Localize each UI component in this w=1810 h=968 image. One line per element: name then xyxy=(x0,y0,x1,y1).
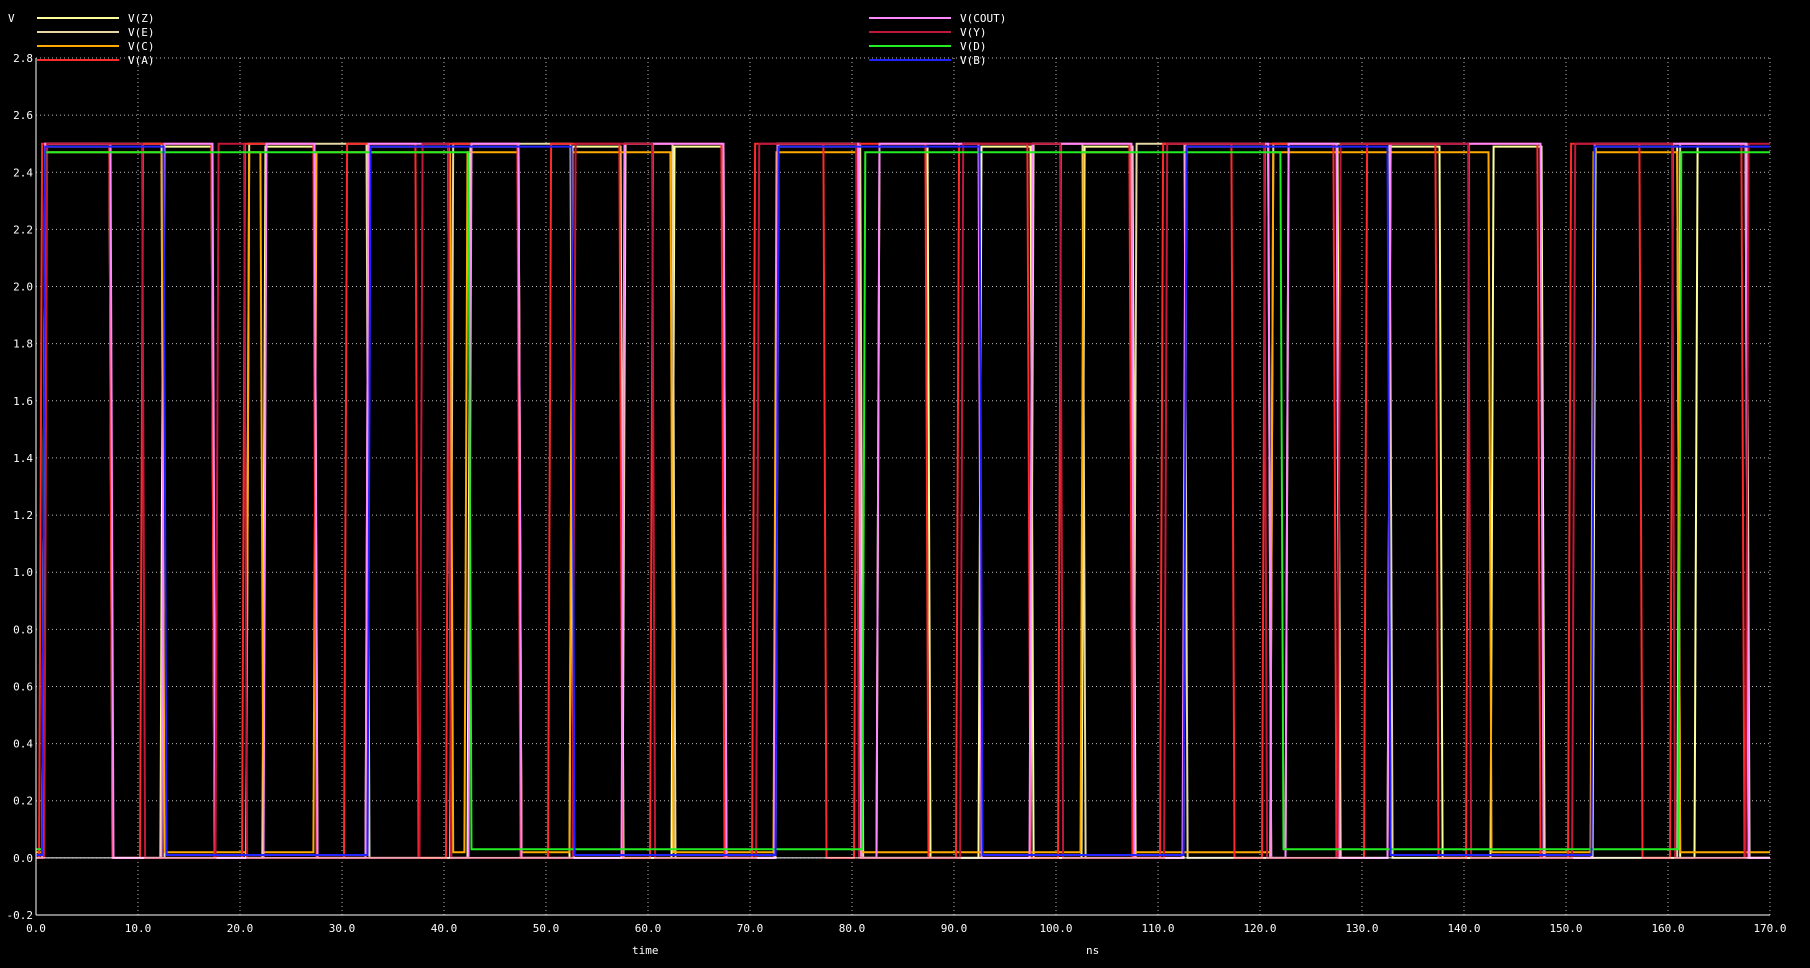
x-tick-label: 100.0 xyxy=(1039,922,1072,935)
y-tick-label: 2.6 xyxy=(13,109,33,122)
x-tick-label: 30.0 xyxy=(329,922,356,935)
x-tick-label: 130.0 xyxy=(1345,922,1378,935)
legend-label-vd: V(D) xyxy=(960,40,987,53)
y-tick-label: -0.2 xyxy=(7,909,34,922)
y-tick-label: 1.2 xyxy=(13,509,33,522)
axes xyxy=(35,58,1770,916)
y-tick-label: 0.8 xyxy=(13,623,33,636)
y-tick-label: 1.6 xyxy=(13,395,33,408)
y-tick-label: 1.8 xyxy=(13,338,33,351)
y-tick-label: 0.4 xyxy=(13,738,33,751)
x-tick-label: 80.0 xyxy=(839,922,866,935)
x-tick-label: 170.0 xyxy=(1753,922,1786,935)
x-tick-label: 60.0 xyxy=(635,922,662,935)
legend-label-ve: V(E) xyxy=(128,26,155,39)
x-tick-label: 0.0 xyxy=(26,922,46,935)
x-tick-label: 120.0 xyxy=(1243,922,1276,935)
y-tick-label: 2.8 xyxy=(13,52,33,65)
y-tick-label: 0.0 xyxy=(13,852,33,865)
series-line-vb xyxy=(36,145,1770,856)
y-tick-label: 1.4 xyxy=(13,452,33,465)
x-tick-label: 40.0 xyxy=(431,922,458,935)
legend-label-vz: V(Z) xyxy=(128,12,155,25)
x-tick-label: 110.0 xyxy=(1141,922,1174,935)
legend-label-vy: V(Y) xyxy=(960,26,987,39)
x-tick-label: 90.0 xyxy=(941,922,968,935)
y-tick-label: 2.4 xyxy=(13,166,33,179)
x-tick-label: 20.0 xyxy=(227,922,254,935)
y-tick-label: 1.0 xyxy=(13,566,33,579)
legend-label-va: V(A) xyxy=(128,54,155,67)
legend-label-vb: V(B) xyxy=(960,54,987,67)
x-tick-label: 150.0 xyxy=(1549,922,1582,935)
legend: V(Z)V(E)V(C)V(A) V(COUT)V(Y)V(D)V(B) xyxy=(37,12,1006,67)
x-tick-label: 70.0 xyxy=(737,922,764,935)
x-tick-label: 50.0 xyxy=(533,922,560,935)
y-axis-label: V xyxy=(8,12,15,25)
y-tick-label: 0.2 xyxy=(13,795,33,808)
ticks: 0.0 10.0 20.0 30.0 40.0 50.0 60.0 70.0 80.0 90.0 1… xyxy=(7,52,1787,935)
legend-label-vc: V(C) xyxy=(128,40,155,53)
y-tick-label: 0.6 xyxy=(13,680,33,693)
x-tick-label: 160.0 xyxy=(1651,922,1684,935)
x-axis-label: time xyxy=(632,944,659,957)
legend-label-vcout: V(COUT) xyxy=(960,12,1006,25)
x-tick-label: 10.0 xyxy=(125,922,152,935)
y-tick-label: 2.0 xyxy=(13,281,33,294)
x-axis-unit: ns xyxy=(1086,944,1099,957)
x-tick-label: 140.0 xyxy=(1447,922,1480,935)
y-tick-label: 2.2 xyxy=(13,223,33,236)
